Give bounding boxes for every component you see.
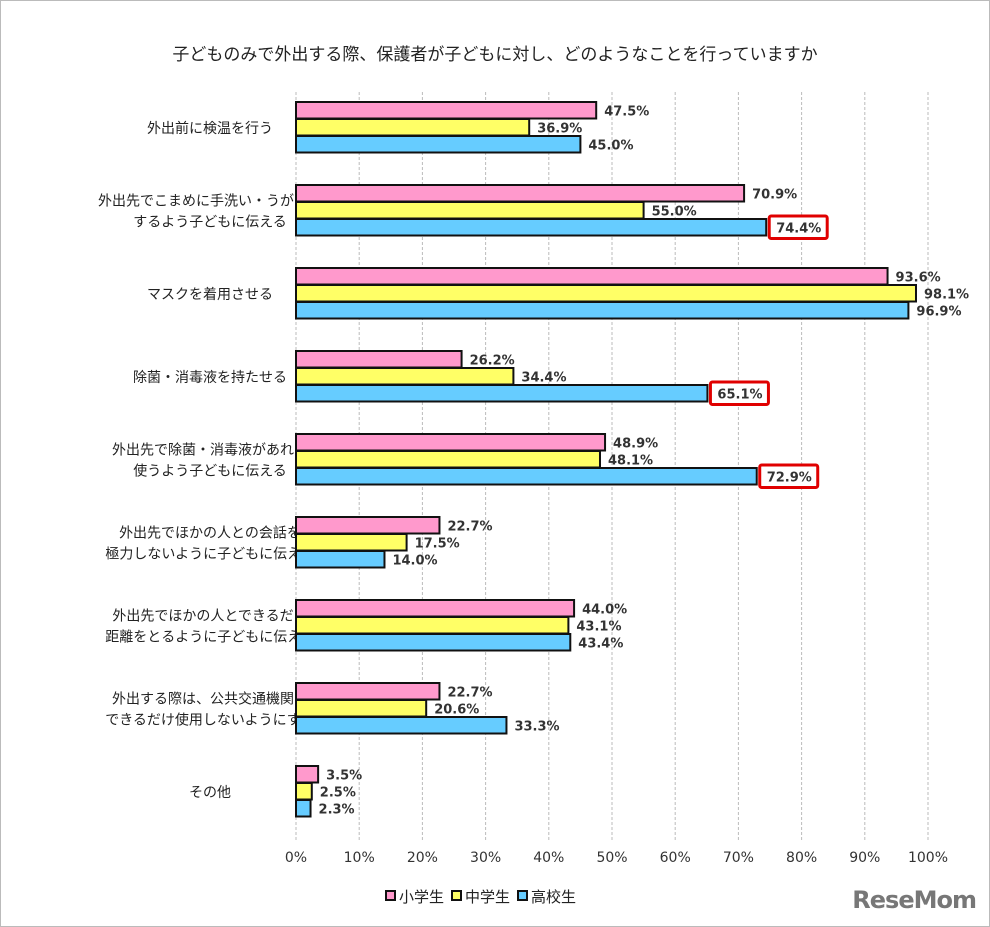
category-label: 外出先でほかの人とできるだけ bbox=[112, 608, 307, 624]
category-label: 外出先でこまめに手洗い・うがいを bbox=[98, 193, 322, 209]
bar bbox=[295, 699, 428, 718]
category-label: 距離をとるように子どもに伝える bbox=[105, 628, 315, 645]
bar bbox=[295, 599, 576, 618]
x-tick-label: 20% bbox=[407, 850, 438, 866]
data-label: 3.5% bbox=[326, 769, 362, 784]
bar bbox=[295, 467, 758, 486]
category-label: 除菌・消毒液を持たせる bbox=[133, 370, 287, 386]
data-label: 2.3% bbox=[319, 803, 355, 818]
bar bbox=[295, 118, 531, 137]
legend-swatch bbox=[451, 890, 462, 901]
category-label: 極力しないように子どもに伝える bbox=[105, 546, 314, 562]
chart-title: 子どものみで外出する際、保護者が子どもに対し、どのようなことを行っていますか bbox=[172, 45, 817, 65]
data-label: 74.4% bbox=[776, 222, 821, 237]
category-label: その他 bbox=[189, 785, 231, 801]
x-tick-label: 50% bbox=[596, 850, 627, 866]
x-tick-label: 80% bbox=[786, 850, 817, 866]
bar bbox=[295, 550, 386, 569]
data-label: 34.4% bbox=[521, 371, 566, 386]
bar bbox=[295, 384, 709, 403]
data-label: 48.9% bbox=[613, 437, 658, 452]
x-tick-label: 40% bbox=[533, 850, 564, 866]
data-label: 45.0% bbox=[588, 139, 633, 154]
bar bbox=[295, 433, 607, 452]
data-label: 65.1% bbox=[717, 388, 762, 403]
x-tick-label: 90% bbox=[849, 850, 880, 866]
resemom-logo: ReseMom bbox=[852, 886, 977, 914]
legend-label: 高校生 bbox=[531, 888, 576, 906]
bar bbox=[295, 533, 408, 552]
data-label: 36.9% bbox=[537, 122, 582, 137]
x-tick-label: 60% bbox=[660, 850, 691, 866]
category-label: 外出前に検温を行う bbox=[147, 120, 273, 137]
data-label: 17.5% bbox=[415, 537, 460, 552]
data-label: 70.9% bbox=[752, 188, 797, 203]
x-tick-label: 0% bbox=[285, 850, 307, 866]
bar bbox=[295, 616, 570, 635]
x-tick-label: 70% bbox=[723, 850, 754, 866]
data-label: 26.2% bbox=[470, 354, 515, 369]
bar bbox=[295, 367, 515, 386]
x-tick-label: 30% bbox=[470, 850, 501, 866]
data-label: 47.5% bbox=[604, 105, 649, 120]
data-label: 44.0% bbox=[582, 603, 627, 618]
bar bbox=[295, 450, 601, 469]
data-label: 96.9% bbox=[916, 305, 961, 320]
bar bbox=[295, 716, 508, 735]
bar bbox=[295, 184, 746, 203]
data-label: 33.3% bbox=[514, 720, 559, 735]
legend-label: 中学生 bbox=[465, 888, 510, 906]
data-label: 22.7% bbox=[447, 686, 492, 701]
bar bbox=[295, 682, 441, 701]
highlight-box bbox=[767, 214, 829, 240]
category-label: 外出先でほかの人との会話を bbox=[119, 524, 301, 541]
data-label: 98.1% bbox=[924, 288, 969, 303]
highlight-box bbox=[758, 463, 820, 489]
category-label: 使うよう子どもに伝える bbox=[133, 462, 287, 479]
bar bbox=[295, 765, 320, 784]
data-label: 20.6% bbox=[434, 703, 479, 718]
bar bbox=[295, 267, 889, 286]
x-tick-label: 100% bbox=[908, 850, 948, 866]
bar bbox=[295, 201, 645, 220]
bar bbox=[295, 284, 917, 303]
data-label: 48.1% bbox=[608, 454, 653, 469]
category-label: するよう子どもに伝える bbox=[133, 214, 287, 230]
data-label: 2.5% bbox=[320, 786, 356, 801]
bar bbox=[295, 350, 463, 369]
x-tick-label: 10% bbox=[344, 850, 375, 866]
bar bbox=[295, 135, 582, 154]
data-label: 22.7% bbox=[447, 520, 492, 535]
bar bbox=[295, 218, 768, 237]
bar bbox=[295, 516, 441, 535]
bar bbox=[295, 101, 598, 120]
bar bbox=[295, 301, 910, 320]
data-label: 55.0% bbox=[652, 205, 697, 220]
bar bbox=[295, 799, 312, 818]
data-label: 72.9% bbox=[767, 471, 812, 486]
bar bbox=[295, 633, 572, 652]
category-label: マスクを着用させる bbox=[147, 287, 273, 303]
highlight-box bbox=[708, 380, 770, 406]
legend-swatch bbox=[517, 890, 528, 901]
data-label: 14.0% bbox=[392, 554, 437, 569]
category-label: 外出先で除菌・消毒液があれば bbox=[112, 442, 308, 458]
legend-label: 小学生 bbox=[399, 888, 444, 906]
category-label: できるだけ使用しないようにする bbox=[105, 711, 315, 728]
data-label: 93.6% bbox=[896, 271, 941, 286]
category-label: 外出する際は、公共交通機関を bbox=[112, 690, 308, 707]
bar bbox=[295, 782, 313, 801]
legend-swatch bbox=[385, 890, 396, 901]
data-label: 43.4% bbox=[578, 637, 623, 652]
data-label: 43.1% bbox=[576, 620, 621, 635]
